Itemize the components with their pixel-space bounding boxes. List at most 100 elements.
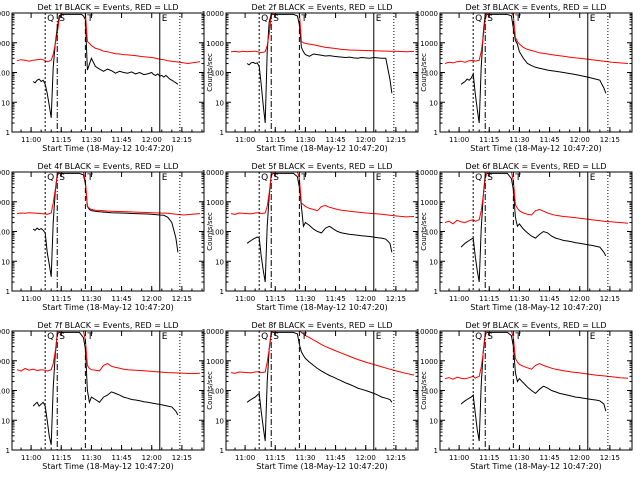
axes-frame xyxy=(11,330,205,451)
series-line-events xyxy=(460,172,607,283)
y-axis-label: Counts/sec xyxy=(206,53,214,92)
x-tick-label: 11:45 xyxy=(539,454,559,462)
y-tick-label: 10 xyxy=(429,258,438,266)
series-line-lld xyxy=(444,331,629,380)
detector-panel-7: Det 7f BLACK = Events, RED = LLD QS T E 1 10 1… xyxy=(0,321,205,471)
plot-area xyxy=(230,331,415,442)
x-tick-label: 11:00 xyxy=(21,136,41,144)
interval-label: E xyxy=(162,14,168,24)
series-line-lld xyxy=(230,172,415,218)
x-tick-label: 11:15 xyxy=(265,136,285,144)
x-tick-label: 11:45 xyxy=(325,454,345,462)
interval-label: Q xyxy=(47,332,54,342)
interval-label: T xyxy=(86,332,93,342)
x-tick-label: 11:00 xyxy=(21,454,41,462)
x-tick-label: 11:15 xyxy=(265,454,285,462)
panel-title: Det 1f BLACK = Events, RED = LLD xyxy=(37,3,178,12)
series-line-events xyxy=(32,172,179,277)
interval-label: E xyxy=(162,332,168,342)
detector-panel-9: Det 9f BLACK = Events, RED = LLD Q S T E 1 10 1… xyxy=(416,321,633,471)
series-line-events xyxy=(32,13,179,118)
axes-frame xyxy=(225,12,419,133)
detector-panel-3: Det 3f BLACK = Events, RED = LLD Q S T E 1 10 1… xyxy=(416,3,633,153)
interval-label: Q xyxy=(475,332,482,342)
detector-panel-1: Det 1f BLACK = Events, RED = LLD QS T E 1 10 1… xyxy=(0,3,205,153)
y-axis-label: Counts/sec xyxy=(206,212,214,251)
y-axis-label: Counts/sec xyxy=(206,371,214,410)
panel-title: Det 3f BLACK = Events, RED = LLD xyxy=(465,3,606,12)
y-tick-label: 10000 xyxy=(416,328,438,336)
x-tick-label: 12:00 xyxy=(570,136,590,144)
x-tick-label: 11:15 xyxy=(51,454,71,462)
series-line-events xyxy=(246,331,393,442)
y-tick-label: 10 xyxy=(215,99,224,107)
plot-area xyxy=(444,331,629,442)
y-tick-label: 1000 xyxy=(0,199,10,207)
x-tick-label: 11:30 xyxy=(295,136,315,144)
y-tick-label: 100 xyxy=(211,388,224,396)
interval-label: T xyxy=(300,332,307,342)
axes-frame xyxy=(439,171,633,292)
x-tick-label: 12:15 xyxy=(172,295,192,303)
x-axis-label: Start Time (18-May-12 10:47:20) xyxy=(256,144,387,153)
x-tick-label: 12:15 xyxy=(600,295,620,303)
x-axis-label: Start Time (18-May-12 10:47:20) xyxy=(42,144,173,153)
x-tick-label: 11:30 xyxy=(81,136,101,144)
y-tick-label: 1000 xyxy=(420,358,438,366)
plot-area xyxy=(16,172,201,277)
axes-frame xyxy=(11,12,205,133)
x-tick-label: 12:15 xyxy=(172,454,192,462)
y-tick-label: 10 xyxy=(1,258,10,266)
x-tick-label: 11:00 xyxy=(449,136,469,144)
interval-label: S xyxy=(487,173,493,183)
x-axis-label: Start Time (18-May-12 10:47:20) xyxy=(470,462,601,471)
y-tick-label: 1000 xyxy=(0,358,10,366)
plot-area xyxy=(16,13,201,118)
interval-label: E xyxy=(162,173,168,183)
y-tick-label: 100 xyxy=(425,70,438,78)
x-axis-label: Start Time (18-May-12 10:47:20) xyxy=(42,462,173,471)
x-tick-label: 11:30 xyxy=(509,136,529,144)
x-axis-label: Start Time (18-May-12 10:47:20) xyxy=(256,462,387,471)
y-axis-label: Counts/sec xyxy=(420,371,428,410)
y-tick-label: 100 xyxy=(0,229,10,237)
x-axis-label: Start Time (18-May-12 10:47:20) xyxy=(470,144,601,153)
x-tick-label: 11:30 xyxy=(509,454,529,462)
x-tick-label: 11:00 xyxy=(21,295,41,303)
panel-title: Det 9f BLACK = Events, RED = LLD xyxy=(465,321,606,330)
x-tick-label: 11:15 xyxy=(479,295,499,303)
series-line-lld xyxy=(444,172,629,225)
y-tick-label: 1 xyxy=(6,447,10,455)
detector-panel-8: Det 8f BLACK = Events, RED = LLD Q S T E 1 10 1… xyxy=(202,321,419,471)
x-tick-label: 11:00 xyxy=(235,295,255,303)
plot-area xyxy=(16,331,201,445)
y-tick-label: 10 xyxy=(215,417,224,425)
interval-label: T xyxy=(86,14,93,24)
y-tick-label: 100 xyxy=(425,388,438,396)
y-tick-label: 1000 xyxy=(0,40,10,48)
y-axis-label: Counts/sec xyxy=(420,53,428,92)
y-tick-label: 100 xyxy=(0,388,10,396)
y-tick-label: 1 xyxy=(220,129,224,137)
x-tick-label: 11:15 xyxy=(51,136,71,144)
series-line-events xyxy=(246,13,393,124)
axes-frame xyxy=(439,330,633,451)
y-axis-label: Counts/sec xyxy=(420,212,428,251)
x-tick-label: 11:00 xyxy=(449,454,469,462)
y-tick-label: 10000 xyxy=(416,169,438,177)
panel-title: Det 2f BLACK = Events, RED = LLD xyxy=(251,3,392,12)
y-tick-label: 1 xyxy=(220,288,224,296)
y-tick-label: 1 xyxy=(6,129,10,137)
interval-label: Q xyxy=(47,173,54,183)
x-tick-label: 11:30 xyxy=(81,454,101,462)
y-tick-label: 10 xyxy=(429,417,438,425)
y-tick-label: 10 xyxy=(215,258,224,266)
x-tick-label: 11:45 xyxy=(325,295,345,303)
y-tick-label: 10000 xyxy=(202,328,224,336)
x-tick-label: 11:45 xyxy=(111,295,131,303)
panel-title: Det 5f BLACK = Events, RED = LLD xyxy=(251,162,392,171)
interval-label: T xyxy=(300,173,307,183)
series-line-events xyxy=(460,13,607,124)
axes-frame xyxy=(225,171,419,292)
y-tick-label: 1 xyxy=(434,129,438,137)
